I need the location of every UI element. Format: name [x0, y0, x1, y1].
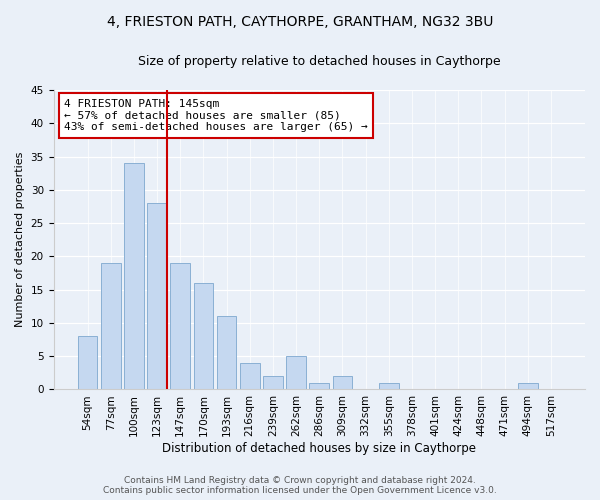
Text: Contains HM Land Registry data © Crown copyright and database right 2024.
Contai: Contains HM Land Registry data © Crown c…: [103, 476, 497, 495]
Bar: [101, 263, 121, 390]
Bar: [217, 316, 236, 390]
Bar: [310, 383, 329, 390]
Bar: [286, 356, 306, 390]
Text: 4 FRIESTON PATH: 145sqm
← 57% of detached houses are smaller (85)
43% of semi-de: 4 FRIESTON PATH: 145sqm ← 57% of detache…: [64, 99, 368, 132]
Bar: [77, 336, 97, 390]
Bar: [332, 376, 352, 390]
Bar: [124, 163, 144, 390]
Bar: [194, 283, 213, 390]
Text: 4, FRIESTON PATH, CAYTHORPE, GRANTHAM, NG32 3BU: 4, FRIESTON PATH, CAYTHORPE, GRANTHAM, N…: [107, 15, 493, 29]
Bar: [518, 383, 538, 390]
Bar: [379, 383, 398, 390]
Bar: [263, 376, 283, 390]
X-axis label: Distribution of detached houses by size in Caythorpe: Distribution of detached houses by size …: [162, 442, 476, 455]
Y-axis label: Number of detached properties: Number of detached properties: [15, 152, 25, 328]
Bar: [240, 363, 260, 390]
Title: Size of property relative to detached houses in Caythorpe: Size of property relative to detached ho…: [138, 55, 500, 68]
Bar: [170, 263, 190, 390]
Bar: [147, 203, 167, 390]
